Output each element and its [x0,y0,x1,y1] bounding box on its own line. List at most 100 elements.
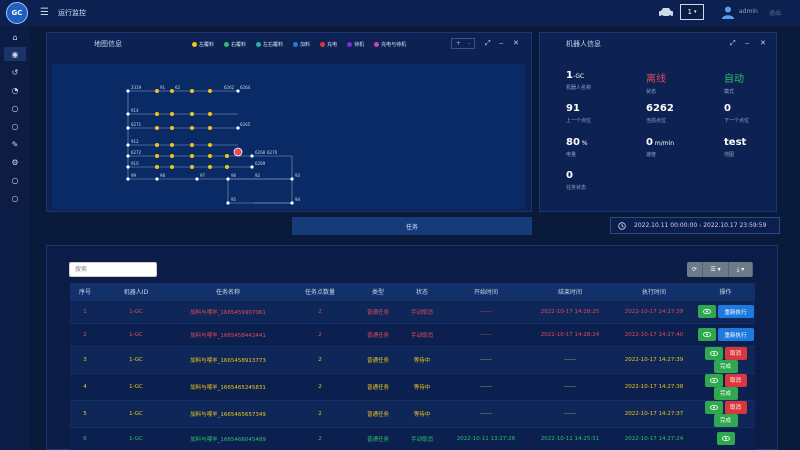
wrench-icon[interactable]: ✎ [11,139,19,149]
zoom-in-button[interactable]: + [455,40,461,47]
legend-label: 左右覆料 [263,42,284,48]
view-button[interactable] [697,305,716,318]
map-node-label: 6264 [240,85,251,90]
table-cell-name: 加料与喂羊_1665466045489 [172,426,284,450]
table-cell-robot: 1-GC [100,322,172,346]
robot-field-label: 上一个点位 [566,118,592,124]
minimize-icon[interactable]: ‒ [499,39,504,47]
circle-icon[interactable]: ○ [11,175,19,185]
download-icon[interactable]: ⤓ ▾ [729,262,753,277]
history-icon[interactable]: ↺ [11,67,19,77]
pie-chart-icon[interactable]: ◔ [11,85,19,95]
complete-button[interactable]: 完成 [713,413,738,427]
cancel-button[interactable]: 取消 [724,373,747,387]
gear-icon[interactable]: ⚙ [11,157,19,167]
menu-toggle-icon[interactable]: ☰ [40,7,49,18]
robot-field-label: 状态 [646,89,657,95]
table-cell-robot: 1-GC [100,372,172,400]
rerun-button[interactable]: 重新执行 [717,305,754,318]
table-toolbar: ⟳ ☰ ▾ ⤓ ▾ [687,262,753,277]
legend-item: 右覆料 [224,41,246,48]
column-header: 状态 [400,283,444,300]
minimize-icon[interactable]: ‒ [745,39,750,47]
user-name[interactable]: admin [739,8,758,15]
complete-button[interactable]: 完成 [713,386,738,400]
close-icon[interactable]: ✕ [760,39,766,47]
robot-info-panel [539,32,777,212]
table-cell-no: 5 [70,399,100,427]
robot-field: 自动 模式 [724,70,744,95]
table-row: 4 1-GC 加料与喂羊_1665465245831 2 普通任务 等待中 ------ --… [70,372,755,400]
map-legend: 左覆料 右覆料 左右覆料 加料 充电 待机 充电与待机 [192,41,406,48]
table-cell-status: 等待中 [400,372,444,400]
rerun-button[interactable]: 重新执行 [717,328,754,341]
cancel-button[interactable]: 取消 [724,346,747,360]
table-cell-actions: 取消完成 [696,345,755,373]
table-cell-type: 普通任务 [356,345,400,373]
table-row: 1 1-GC 加料与喂羊_1665459907061 2 普通任务 手动取消 ------ 2… [70,299,755,323]
legend-label: 充电 [327,42,338,48]
robot-field: 80 % 电量 [566,137,588,158]
robot-field: 1-GC 机器人名称 [566,70,591,91]
map-canvas[interactable]: 2319 91 62 6262 6264 914 6271 912 6272 9… [52,64,525,209]
table-cell-end: 2022-10-17 14:28:24 [528,322,612,346]
legend-label: 右覆料 [231,42,247,48]
user-avatar-icon[interactable] [721,5,735,19]
columns-icon[interactable]: ☰ ▾ [703,262,729,277]
circle-icon[interactable]: ○ [11,103,19,113]
map-node-label: 912 [131,139,139,144]
table-cell-end: ------ [528,345,612,373]
robot-field-value: 1-GC [566,70,591,81]
zoom-out-button[interactable]: - [468,40,471,47]
table-row: 5 1-GC 加料与喂羊_1665465657349 2 普通任务 等待中 ------ --… [70,399,755,427]
search-input[interactable] [69,262,157,277]
eye-icon[interactable]: ◉ [4,47,26,61]
map-node-label: 99 [131,173,137,178]
table-cell-robot: 1-GC [100,426,172,450]
view-button[interactable] [704,346,723,360]
robot-field-number: 自动 [724,74,744,85]
legend-label: 左覆料 [199,42,215,48]
home-icon[interactable]: ⌂ [12,32,18,42]
map-node-label: 6265 [240,122,251,127]
table-cell-start: ------ [444,399,528,427]
robot-field-value: 0 m/min [646,137,674,148]
car-icon[interactable] [658,7,674,18]
map-node-label: 6272 [131,150,142,155]
task-table: 序号 机器人ID 任务名称 任务点数量 类型 状态 开始时间 结束时间 执行时间 操作 1 1-GC… [70,283,755,450]
view-button[interactable] [697,328,716,341]
table-cell-name: 加料与喂羊_1665465245831 [172,372,284,400]
circle-icon[interactable]: ○ [11,193,19,203]
view-button[interactable] [704,400,723,414]
close-icon[interactable]: ✕ [513,39,519,47]
table-cell-type: 普通任务 [356,426,400,450]
view-button[interactable] [716,432,735,446]
robot-field-label: 电量 [566,152,577,158]
legend-item: 充电 [320,41,337,48]
robot-select[interactable]: 1 ▾ [680,4,704,20]
circle-icon[interactable]: ○ [11,121,19,131]
robot-field-value: 80 % [566,137,588,148]
logout-link[interactable]: 退出 [769,10,782,17]
expand-icon[interactable]: ⤢ [485,39,491,47]
robot-field-number: test [724,137,747,148]
table-cell-start: ------ [444,322,528,346]
legend-label: 待机 [354,42,365,48]
map-graph: 2319 91 62 6262 6264 914 6271 912 6272 9… [126,85,301,205]
tab-task[interactable]: 任务 [292,217,532,235]
complete-button[interactable]: 完成 [713,359,738,373]
robot-field-number: 0 [724,103,731,114]
view-button[interactable] [704,373,723,387]
cancel-button[interactable]: 取消 [724,400,747,414]
table-cell-status: 等待中 [400,399,444,427]
table-cell-end: 2022-10-11 14:25:51 [528,426,612,450]
robot-select-value: 1 [687,8,692,16]
eye-icon [702,332,711,337]
refresh-icon[interactable]: ⟳ [687,262,703,277]
expand-icon[interactable]: ⤢ [730,39,736,47]
table-cell-exec: 2022-10-17 14:27:39 [612,299,696,323]
date-range-picker[interactable]: 2022.10.11 00:00:00 - 2022.10.17 23:59:5… [610,217,780,234]
table-cell-exec: 2022-10-17 14:27:24 [612,426,696,450]
table-cell-name: 加料与喂羊_1665459907061 [172,299,284,323]
table-cell-actions: 取消完成 [696,399,755,427]
